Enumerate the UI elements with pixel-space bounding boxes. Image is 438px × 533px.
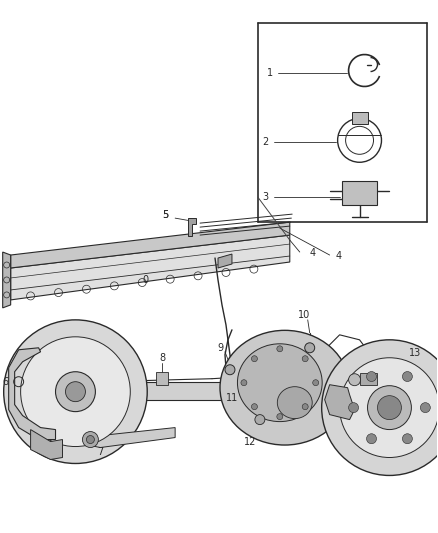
Circle shape xyxy=(251,356,258,362)
Circle shape xyxy=(349,374,360,386)
Text: 15: 15 xyxy=(392,375,404,385)
Circle shape xyxy=(277,346,283,352)
Polygon shape xyxy=(11,222,290,268)
Circle shape xyxy=(403,434,413,443)
Text: 4: 4 xyxy=(310,248,316,258)
Polygon shape xyxy=(9,348,56,440)
Circle shape xyxy=(4,320,147,464)
Circle shape xyxy=(302,403,308,410)
Circle shape xyxy=(339,358,438,457)
Text: 7: 7 xyxy=(97,447,103,457)
Circle shape xyxy=(367,434,377,443)
Circle shape xyxy=(420,402,430,413)
Text: 4: 4 xyxy=(336,251,342,261)
Polygon shape xyxy=(188,218,196,236)
Text: 14: 14 xyxy=(332,387,345,398)
Circle shape xyxy=(367,372,377,382)
Text: 11: 11 xyxy=(226,393,238,402)
Circle shape xyxy=(403,372,413,382)
Text: 5: 5 xyxy=(162,210,168,220)
Text: 0: 0 xyxy=(142,275,148,285)
Text: 6: 6 xyxy=(3,377,9,387)
Polygon shape xyxy=(82,427,175,448)
Bar xyxy=(310,373,404,391)
Circle shape xyxy=(367,386,411,430)
Circle shape xyxy=(241,379,247,386)
Polygon shape xyxy=(355,374,395,400)
Text: 1: 1 xyxy=(267,68,273,77)
Circle shape xyxy=(349,402,359,413)
Polygon shape xyxy=(325,385,355,419)
Text: 13: 13 xyxy=(410,348,422,358)
Polygon shape xyxy=(3,252,11,308)
Circle shape xyxy=(66,382,85,402)
Polygon shape xyxy=(360,373,378,385)
Text: 2: 2 xyxy=(263,138,269,147)
Polygon shape xyxy=(156,372,168,385)
Circle shape xyxy=(321,340,438,475)
Text: 5: 5 xyxy=(162,210,168,220)
Polygon shape xyxy=(218,254,232,268)
Circle shape xyxy=(378,395,401,419)
Circle shape xyxy=(277,414,283,419)
Circle shape xyxy=(305,343,314,353)
Text: 9: 9 xyxy=(217,343,223,353)
Circle shape xyxy=(302,356,308,362)
Circle shape xyxy=(21,337,130,447)
Text: 8: 8 xyxy=(159,353,165,363)
Circle shape xyxy=(225,365,235,375)
Bar xyxy=(95,382,225,400)
Ellipse shape xyxy=(220,330,350,445)
Ellipse shape xyxy=(277,386,312,418)
Circle shape xyxy=(255,415,265,425)
Bar xyxy=(352,112,367,124)
Text: 3: 3 xyxy=(263,192,269,202)
Text: 12: 12 xyxy=(244,437,256,447)
Ellipse shape xyxy=(237,344,322,422)
Text: 10: 10 xyxy=(297,310,310,320)
Polygon shape xyxy=(11,235,290,300)
Circle shape xyxy=(251,403,258,410)
Polygon shape xyxy=(31,430,63,459)
Circle shape xyxy=(86,435,95,443)
Circle shape xyxy=(313,379,319,386)
Bar xyxy=(342,181,378,205)
Circle shape xyxy=(82,432,99,448)
Circle shape xyxy=(56,372,95,411)
